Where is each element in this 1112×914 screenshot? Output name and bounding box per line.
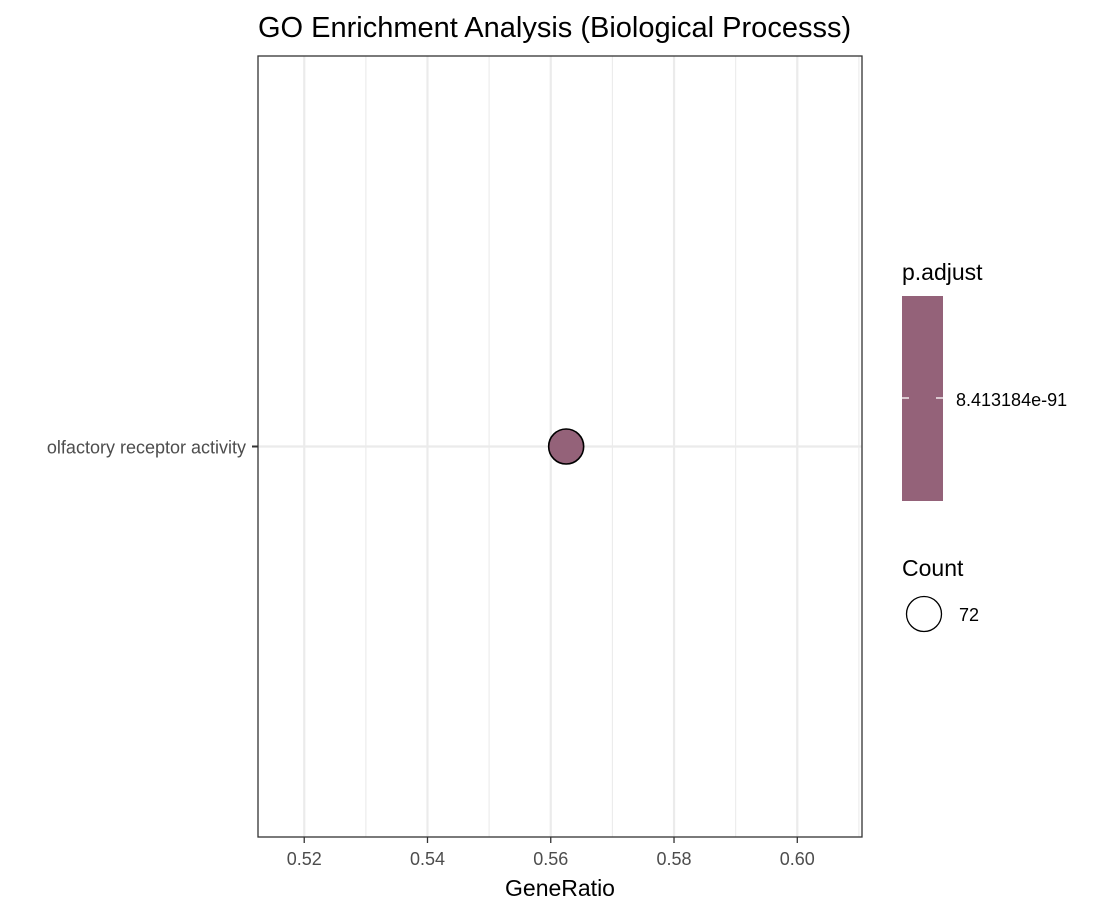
size-legend-circle <box>905 595 943 633</box>
x-tick-label: 0.52 <box>287 849 322 869</box>
x-tick-label: 0.58 <box>656 849 691 869</box>
x-axis-ticks: 0.52 0.54 0.56 0.58 0.60 <box>287 837 815 869</box>
color-legend-title: p.adjust <box>902 259 983 285</box>
data-points <box>547 428 585 465</box>
y-tick-label: olfactory receptor activity <box>47 438 246 458</box>
x-tick-label: 0.60 <box>780 849 815 869</box>
x-tick-label: 0.54 <box>410 849 445 869</box>
size-legend-title: Count <box>902 555 964 581</box>
x-axis-title: GeneRatio <box>505 875 615 901</box>
color-legend-label: 8.413184e-91 <box>956 390 1067 410</box>
x-tick-label: 0.56 <box>533 849 568 869</box>
y-axis-ticks: olfactory receptor activity <box>47 438 258 458</box>
size-legend-label: 72 <box>959 605 979 625</box>
color-legend: p.adjust 8.413184e-91 <box>902 259 1067 501</box>
size-legend: Count 72 <box>902 555 979 633</box>
chart-title: GO Enrichment Analysis (Biological Proce… <box>258 12 851 44</box>
data-point <box>547 428 585 465</box>
